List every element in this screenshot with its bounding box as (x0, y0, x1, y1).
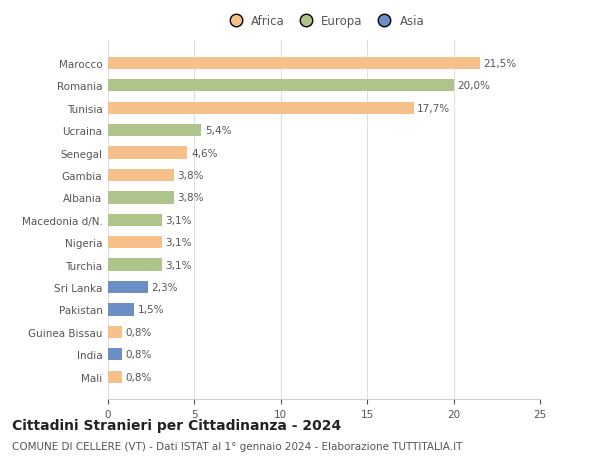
Text: 4,6%: 4,6% (191, 148, 217, 158)
Legend: Africa, Europa, Asia: Africa, Europa, Asia (224, 15, 424, 28)
Text: 0,8%: 0,8% (125, 327, 152, 337)
Text: 2,3%: 2,3% (151, 282, 178, 292)
Bar (108, 236, 161, 249)
Bar (108, 80, 454, 92)
Text: 1,5%: 1,5% (137, 305, 164, 315)
Bar (108, 192, 173, 204)
Bar (108, 57, 479, 70)
Bar (108, 326, 122, 338)
Text: 3,8%: 3,8% (177, 171, 203, 180)
Bar (108, 102, 414, 115)
Text: 3,1%: 3,1% (165, 215, 191, 225)
Bar (108, 147, 187, 159)
Text: 21,5%: 21,5% (483, 59, 516, 69)
Text: 20,0%: 20,0% (457, 81, 490, 91)
Bar (108, 348, 122, 361)
Bar (108, 281, 148, 294)
Bar (108, 259, 161, 271)
Text: 0,8%: 0,8% (125, 350, 152, 359)
Text: 3,1%: 3,1% (165, 260, 191, 270)
Bar (108, 371, 122, 383)
Bar (108, 214, 161, 226)
Text: 3,1%: 3,1% (165, 238, 191, 248)
Bar (108, 125, 202, 137)
Text: Cittadini Stranieri per Cittadinanza - 2024: Cittadini Stranieri per Cittadinanza - 2… (12, 418, 341, 431)
Bar (108, 304, 134, 316)
Bar (108, 169, 173, 182)
Text: 5,4%: 5,4% (205, 126, 231, 136)
Text: COMUNE DI CELLERE (VT) - Dati ISTAT al 1° gennaio 2024 - Elaborazione TUTTITALIA: COMUNE DI CELLERE (VT) - Dati ISTAT al 1… (12, 441, 463, 451)
Text: 0,8%: 0,8% (125, 372, 152, 382)
Text: 17,7%: 17,7% (418, 103, 451, 113)
Text: 3,8%: 3,8% (177, 193, 203, 203)
